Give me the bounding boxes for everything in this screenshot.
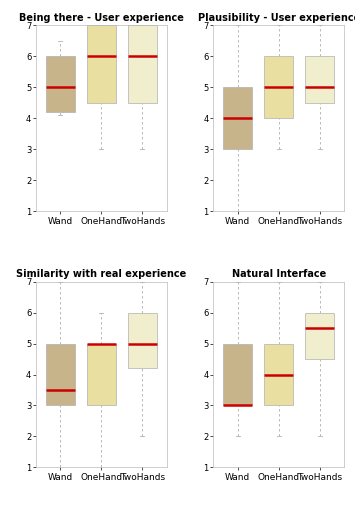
Title: Natural Interface: Natural Interface xyxy=(231,270,326,279)
Bar xyxy=(264,343,293,405)
Title: Plausibility - User experience: Plausibility - User experience xyxy=(197,13,355,23)
Bar xyxy=(264,56,293,118)
Bar xyxy=(128,25,157,103)
Bar xyxy=(87,343,116,405)
Bar xyxy=(223,343,252,405)
Bar xyxy=(87,25,116,103)
Bar xyxy=(128,312,157,368)
Title: Similarity with real experience: Similarity with real experience xyxy=(16,270,186,279)
Bar xyxy=(46,56,75,112)
Bar xyxy=(305,312,334,359)
Bar xyxy=(46,343,75,405)
Title: Being there - User experience: Being there - User experience xyxy=(19,13,184,23)
Bar xyxy=(305,56,334,103)
Bar xyxy=(223,87,252,149)
